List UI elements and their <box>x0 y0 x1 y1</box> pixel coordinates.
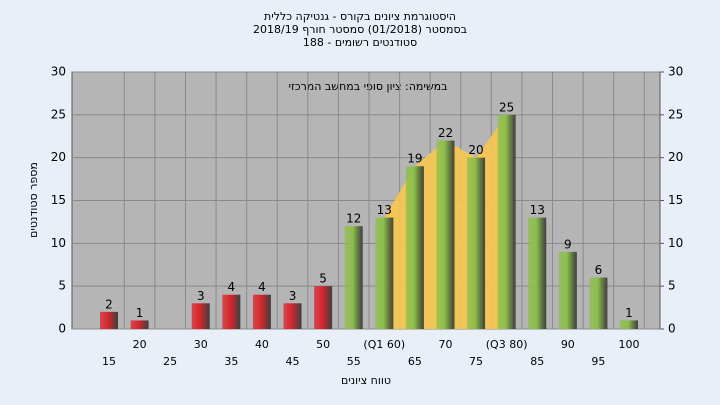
x-tick-label: 20 <box>133 338 147 351</box>
y-tick-label: 0 <box>58 322 66 336</box>
chart-title: סטודנטים רשומים - 188 <box>303 36 417 49</box>
x-tick-label: 75 <box>469 355 483 368</box>
bar <box>467 157 486 329</box>
x-tick-label: 45 <box>286 355 300 368</box>
value-label: 5 <box>319 272 327 286</box>
x-tick-label: 70 <box>438 338 452 351</box>
value-label: 1 <box>136 306 144 320</box>
x-tick-label: 50 <box>316 338 330 351</box>
y2-tick-label: 5 <box>668 279 676 293</box>
y-tick-label: 30 <box>51 65 66 79</box>
bar <box>344 226 363 329</box>
x-tick-label: 40 <box>255 338 269 351</box>
y-tick-label: 20 <box>51 150 66 164</box>
bar <box>222 294 241 329</box>
bar <box>620 320 638 329</box>
bar <box>405 166 424 329</box>
x-tick-label: 15 <box>102 355 116 368</box>
x-tick-label: 55 <box>347 355 361 368</box>
y-tick-label: 5 <box>58 279 66 293</box>
bar <box>130 320 149 329</box>
y2-tick-label: 20 <box>668 150 683 164</box>
bar <box>558 251 577 329</box>
bar <box>375 217 394 329</box>
x-tick-label: 95 <box>591 355 605 368</box>
x-tick-label: 85 <box>530 355 544 368</box>
chart-title: היסטוגרמת ציונים בקורס - גנטיקה כללית <box>264 10 456 23</box>
x-tick-label: 35 <box>224 355 238 368</box>
value-label: 4 <box>258 280 266 294</box>
y-axis-label: מספר סטודנטים <box>27 162 40 238</box>
value-label: 4 <box>228 280 236 294</box>
y-tick-label: 10 <box>51 236 66 250</box>
x-axis-label: טווח ציונים <box>341 374 391 387</box>
value-label: 20 <box>468 143 483 157</box>
y2-tick-label: 10 <box>668 236 683 250</box>
value-label: 19 <box>407 152 422 166</box>
subtitle: במשימה: ציון סופי במחשב המרכזי <box>288 80 447 93</box>
y-tick-label: 15 <box>51 193 66 207</box>
bar <box>528 217 547 329</box>
x-tick-label: 25 <box>163 355 177 368</box>
bar <box>252 294 271 329</box>
value-label: 13 <box>530 203 545 217</box>
bar <box>100 311 118 329</box>
bar <box>191 303 210 329</box>
x-tick-label: (Q3 80) <box>486 338 528 351</box>
x-tick-label: 65 <box>408 355 422 368</box>
value-label: 3 <box>197 289 205 303</box>
bar <box>589 277 608 329</box>
chart-title: בסמסטר (01/2018) סמסטר חורף 2018/19 <box>253 23 467 36</box>
value-label: 6 <box>595 263 603 277</box>
y2-tick-label: 15 <box>668 193 683 207</box>
value-label: 13 <box>377 203 392 217</box>
value-label: 3 <box>289 289 297 303</box>
value-label: 1 <box>625 306 633 320</box>
x-tick-label: 90 <box>561 338 575 351</box>
bar <box>283 303 302 329</box>
value-label: 9 <box>564 237 572 251</box>
value-label: 25 <box>499 100 514 114</box>
x-tick-label: 100 <box>619 338 640 351</box>
x-tick-label: 30 <box>194 338 208 351</box>
bar <box>314 286 333 329</box>
bar <box>436 140 455 329</box>
value-label: 22 <box>438 126 453 140</box>
y2-tick-label: 30 <box>668 65 683 79</box>
y2-tick-label: 0 <box>668 322 676 336</box>
value-label: 2 <box>105 297 113 311</box>
x-tick-label: (Q1 60) <box>363 338 405 351</box>
value-label: 12 <box>346 212 361 226</box>
bar <box>497 114 516 329</box>
y2-tick-label: 25 <box>668 107 683 121</box>
y-tick-label: 25 <box>51 107 66 121</box>
